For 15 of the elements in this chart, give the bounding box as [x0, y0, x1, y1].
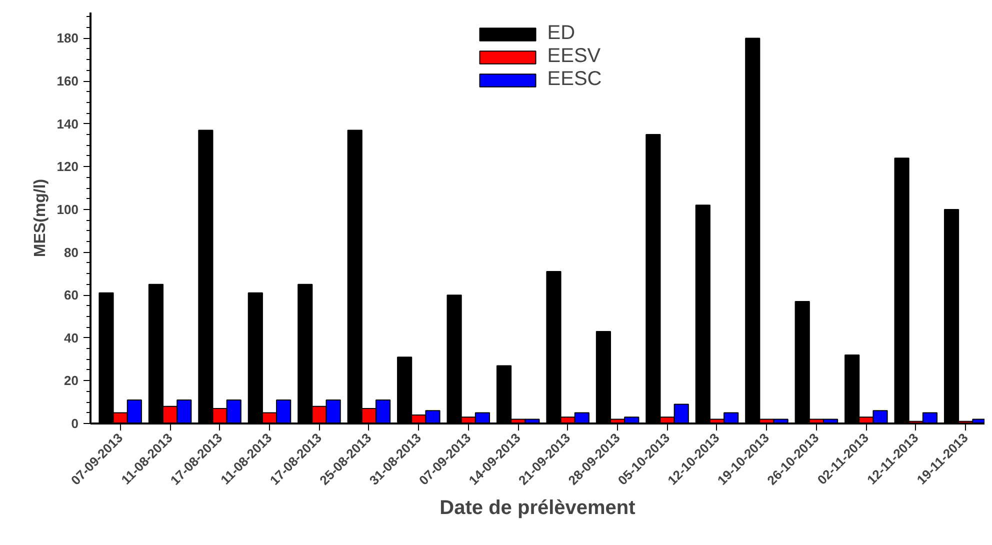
y-tick-label: 60 — [64, 288, 79, 303]
y-tick-label: 160 — [56, 74, 79, 88]
y-tick-label: 20 — [64, 373, 79, 388]
y-axis-title: MES(mg/l) — [32, 178, 49, 258]
y-tick-label: 80 — [64, 244, 79, 260]
legend-label: EESV — [547, 45, 601, 68]
y-tick-label: 0 — [71, 416, 79, 431]
y-tick-label: 100 — [56, 202, 79, 217]
y-tick-label: 120 — [56, 159, 79, 174]
legend-label: ED — [547, 22, 576, 45]
legend-label: EESC — [547, 68, 602, 91]
y-tick-label: 140 — [56, 116, 79, 132]
y-tick-label: 180 — [56, 30, 79, 46]
x-axis-title: Date de prélèvement — [440, 496, 636, 519]
y-tick-label: 40 — [64, 330, 79, 346]
